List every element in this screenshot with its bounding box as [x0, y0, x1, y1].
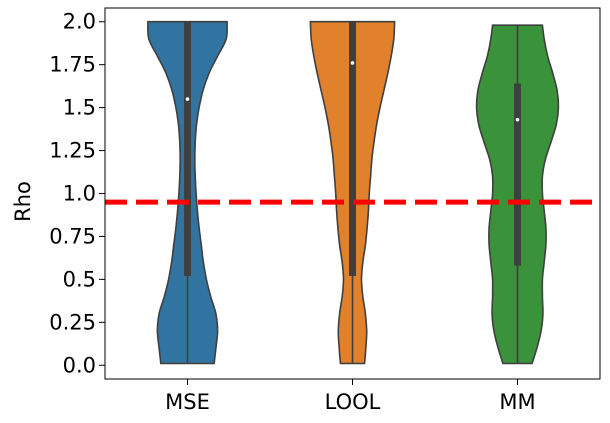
iqr-box-mse	[184, 21, 191, 276]
x-axis: MSE LOOL MM	[165, 379, 536, 414]
iqr-box-lool	[349, 21, 356, 276]
x-tick-label: MSE	[165, 390, 210, 414]
y-tick-label: 1.75	[49, 53, 96, 77]
y-tick-label: 1.0	[63, 182, 96, 206]
median-dot-lool	[350, 61, 355, 65]
y-tick-label: 0.75	[49, 224, 96, 248]
violins-layer	[147, 20, 560, 365]
median-dot-mm	[515, 117, 520, 122]
y-tick-label: 1.5	[63, 96, 96, 120]
y-axis: 0.0 0.25 0.5 0.75 1.0 1.25 1.5 1.75 2.0	[49, 10, 105, 377]
violin-mse	[147, 20, 228, 365]
y-tick-label: 0.5	[63, 267, 96, 291]
y-tick-label: 0.0	[63, 353, 96, 377]
x-tick-label: LOOL	[325, 390, 381, 414]
iqr-box-mm	[514, 83, 521, 266]
y-tick-label: 0.25	[49, 310, 96, 334]
violin-lool	[309, 20, 396, 365]
y-tick-label: 1.25	[49, 139, 96, 163]
y-axis-label: Rho	[11, 181, 35, 222]
median-dot-mse	[185, 97, 190, 101]
violin-mm	[475, 24, 560, 365]
x-tick-label: MM	[499, 390, 535, 414]
y-tick-label: 2.0	[63, 10, 96, 34]
